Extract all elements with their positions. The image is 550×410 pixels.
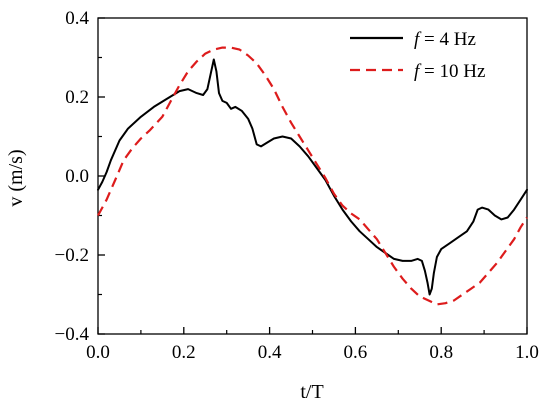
x-tick-label: 0.6 — [344, 342, 368, 363]
y-tick-label: −0.4 — [55, 324, 90, 345]
x-axis-title: t/T — [300, 381, 323, 403]
y-tick-label: 0.2 — [65, 87, 89, 108]
series-layer — [97, 46, 528, 306]
legend-label-1: f = 4 Hz — [414, 29, 476, 50]
x-tick-label: 0.8 — [429, 342, 453, 363]
legend-label-2: f = 10 Hz — [414, 61, 485, 82]
y-tick-label: 0.4 — [65, 8, 89, 29]
x-tick-label: 1.0 — [515, 342, 539, 363]
y-axis-title: v (m/s) — [5, 149, 27, 206]
series-line-1 — [97, 58, 528, 296]
y-tick-label: 0.0 — [65, 166, 89, 187]
series-line-2 — [97, 46, 528, 306]
x-tick-label: 0.0 — [86, 342, 110, 363]
x-axis-ticks: 0.0 0.2 0.4 0.6 0.8 1.0 — [86, 327, 539, 363]
y-axis-ticks: 0.4 0.2 0.0 −0.2 −0.4 — [55, 8, 105, 345]
x-tick-label: 0.4 — [258, 342, 282, 363]
y-tick-label: −0.2 — [55, 245, 89, 266]
x-tick-label: 0.2 — [172, 342, 196, 363]
legend: f = 4 Hz f = 10 Hz — [350, 29, 485, 82]
